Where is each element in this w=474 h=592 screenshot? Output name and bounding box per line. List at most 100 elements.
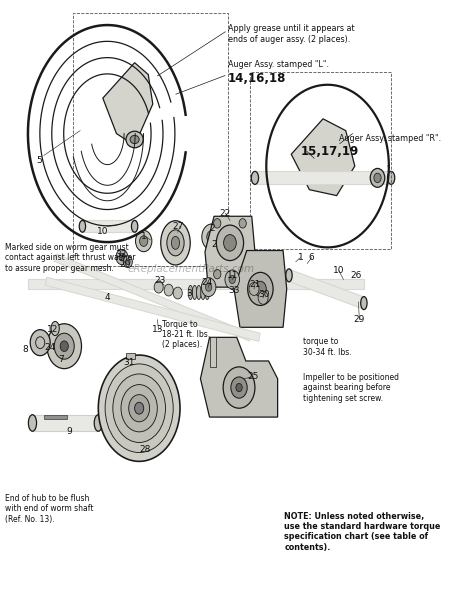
Polygon shape xyxy=(55,254,251,341)
Ellipse shape xyxy=(201,285,205,300)
Circle shape xyxy=(140,236,148,246)
Text: 1: 1 xyxy=(141,233,146,242)
Text: 2: 2 xyxy=(209,224,215,233)
Ellipse shape xyxy=(161,221,190,265)
Ellipse shape xyxy=(126,131,143,148)
Polygon shape xyxy=(210,337,216,367)
Ellipse shape xyxy=(79,220,86,232)
Text: 26: 26 xyxy=(350,271,362,280)
Ellipse shape xyxy=(388,171,395,184)
Text: 22: 22 xyxy=(220,209,231,218)
Text: Marked side on worm gear must
contact against left thrust washer
to assure prope: Marked side on worm gear must contact ag… xyxy=(5,243,136,273)
Text: 10: 10 xyxy=(333,266,345,275)
Text: 4: 4 xyxy=(105,292,110,302)
Text: 24: 24 xyxy=(201,278,213,287)
Circle shape xyxy=(249,282,259,295)
Circle shape xyxy=(258,291,268,304)
Text: 7: 7 xyxy=(58,355,64,363)
Ellipse shape xyxy=(361,297,367,310)
Text: 31: 31 xyxy=(123,358,135,366)
Circle shape xyxy=(154,281,163,293)
Text: 33: 33 xyxy=(229,285,240,295)
Text: 30: 30 xyxy=(258,289,270,299)
Circle shape xyxy=(236,384,242,392)
Text: 20: 20 xyxy=(120,260,131,269)
Ellipse shape xyxy=(205,285,210,300)
Ellipse shape xyxy=(251,171,258,184)
Text: torque to
30-34 ft. lbs.: torque to 30-34 ft. lbs. xyxy=(302,337,351,357)
Text: 5: 5 xyxy=(36,156,42,165)
Polygon shape xyxy=(103,63,153,146)
Circle shape xyxy=(119,253,125,261)
Text: 23: 23 xyxy=(154,275,165,285)
Circle shape xyxy=(123,256,132,268)
Ellipse shape xyxy=(167,230,184,256)
Text: 10: 10 xyxy=(97,227,109,236)
Ellipse shape xyxy=(192,285,197,300)
Polygon shape xyxy=(46,277,260,342)
Circle shape xyxy=(224,234,237,251)
Polygon shape xyxy=(205,216,255,287)
Circle shape xyxy=(60,341,68,352)
Circle shape xyxy=(205,283,212,291)
Circle shape xyxy=(202,224,222,250)
Polygon shape xyxy=(82,220,135,232)
Circle shape xyxy=(216,225,244,260)
Text: 8: 8 xyxy=(22,345,27,353)
Circle shape xyxy=(121,385,157,432)
Circle shape xyxy=(255,281,266,297)
Circle shape xyxy=(173,287,182,299)
Text: eReplacementParts.com: eReplacementParts.com xyxy=(128,265,255,275)
Circle shape xyxy=(239,218,246,228)
Circle shape xyxy=(370,169,385,187)
Text: 12: 12 xyxy=(47,325,59,334)
Circle shape xyxy=(248,272,273,305)
Text: Impeller to be positioned
against bearing before
tightening set screw.: Impeller to be positioned against bearin… xyxy=(302,373,399,403)
Circle shape xyxy=(229,275,236,284)
Polygon shape xyxy=(201,337,278,417)
Circle shape xyxy=(105,364,173,452)
Ellipse shape xyxy=(188,285,193,300)
Polygon shape xyxy=(33,415,98,431)
Ellipse shape xyxy=(94,415,102,431)
Text: 3: 3 xyxy=(186,288,192,298)
Polygon shape xyxy=(288,269,365,309)
Ellipse shape xyxy=(286,269,292,282)
Text: 29: 29 xyxy=(354,315,365,324)
Circle shape xyxy=(54,333,74,359)
Circle shape xyxy=(47,324,82,369)
Ellipse shape xyxy=(130,136,139,144)
Circle shape xyxy=(98,355,180,461)
Ellipse shape xyxy=(131,220,138,232)
Ellipse shape xyxy=(172,236,180,249)
Circle shape xyxy=(164,284,173,296)
Circle shape xyxy=(116,249,128,265)
Text: 6: 6 xyxy=(309,253,315,262)
Ellipse shape xyxy=(28,415,36,431)
Circle shape xyxy=(374,173,381,182)
Text: 9: 9 xyxy=(66,427,72,436)
Circle shape xyxy=(129,395,150,422)
Text: 1: 1 xyxy=(298,253,303,262)
Text: 21: 21 xyxy=(249,279,261,289)
Text: 28: 28 xyxy=(139,445,151,454)
Text: Apply grease until it appears at
ends of auger assy. (2 places).: Apply grease until it appears at ends of… xyxy=(228,24,355,44)
Circle shape xyxy=(214,218,221,228)
Text: Auger Assy. stamped "L".: Auger Assy. stamped "L". xyxy=(228,60,328,69)
Circle shape xyxy=(223,367,255,408)
Text: Torque to
18-21 ft. lbs.
(2 places).: Torque to 18-21 ft. lbs. (2 places). xyxy=(162,320,210,349)
Text: 2: 2 xyxy=(211,240,217,249)
Circle shape xyxy=(201,278,216,297)
Text: Auger Assy. stamped "R".: Auger Assy. stamped "R". xyxy=(339,134,441,143)
Polygon shape xyxy=(44,416,66,419)
Circle shape xyxy=(231,377,247,398)
Ellipse shape xyxy=(197,285,201,300)
Text: 32: 32 xyxy=(115,250,127,259)
Circle shape xyxy=(113,374,165,442)
Circle shape xyxy=(207,230,217,243)
Polygon shape xyxy=(28,279,364,289)
Text: 13: 13 xyxy=(152,325,163,334)
Text: 11: 11 xyxy=(227,271,238,280)
Text: End of hub to be flush
with end of worm shaft
(Ref. No. 13).: End of hub to be flush with end of worm … xyxy=(5,494,94,524)
Polygon shape xyxy=(291,119,355,195)
